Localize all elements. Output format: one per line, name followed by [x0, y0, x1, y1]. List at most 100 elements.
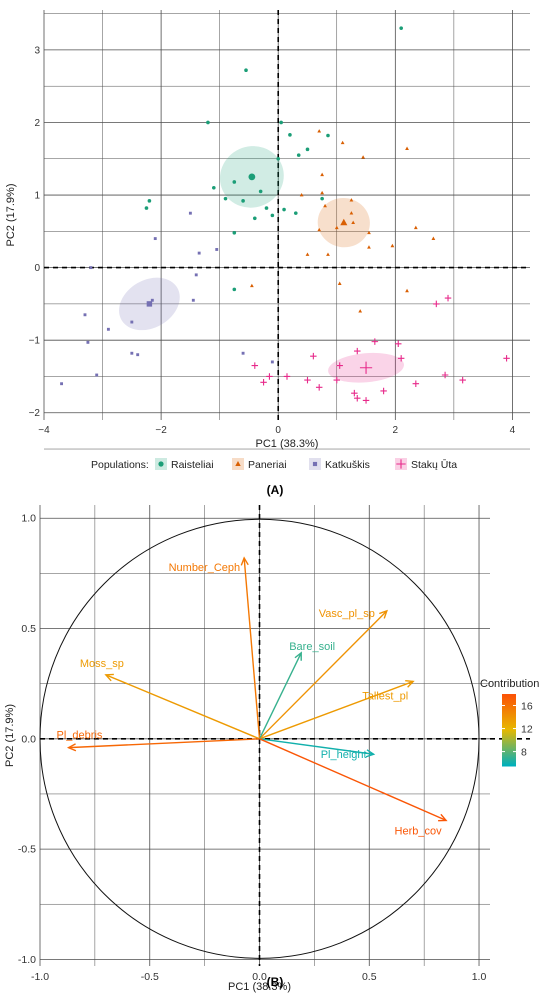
colorbar-segment	[502, 734, 516, 737]
data-point	[232, 287, 237, 292]
colorbar-segment	[502, 718, 516, 721]
data-point	[323, 203, 327, 208]
data-point	[349, 211, 354, 215]
y-tick-label: -1.0	[18, 954, 36, 966]
legend-marker	[396, 459, 406, 469]
data-point	[197, 251, 201, 255]
x-tick-label: 2	[393, 425, 399, 436]
vector-arrowhead	[379, 609, 388, 619]
colorbar-segment	[502, 758, 516, 761]
y-tick-label: 0	[34, 263, 40, 274]
data-point	[232, 180, 237, 184]
colorbar-segment	[502, 714, 516, 717]
data-point	[276, 156, 281, 161]
data-point	[310, 352, 317, 360]
legend-label: Katkuškis	[325, 459, 370, 471]
data-point	[326, 252, 330, 256]
data-point	[293, 211, 298, 215]
vector-label: Number_Ceph	[169, 562, 241, 574]
data-point	[60, 382, 64, 386]
data-point	[241, 199, 245, 203]
data-point	[367, 245, 371, 249]
panel-a-x-axis-label: PC1 (38.3%)	[256, 438, 319, 450]
colorbar-segment	[502, 700, 516, 703]
panel-a-background	[44, 10, 530, 420]
data-point	[212, 185, 216, 190]
colorbar-segment	[502, 730, 516, 733]
data-point	[153, 237, 157, 241]
data-point	[337, 281, 342, 285]
group-centroid	[248, 173, 256, 181]
colorbar-segment	[502, 728, 516, 731]
colorbar-segment	[502, 736, 516, 739]
y-tick-label: −1	[29, 336, 41, 347]
colorbar-segment	[502, 756, 516, 759]
colorbar-segment	[502, 738, 516, 741]
data-point	[405, 288, 409, 293]
data-point	[459, 376, 466, 384]
data-point	[299, 192, 304, 197]
panel-a-zero-lines	[44, 10, 530, 420]
panel-a-y-axis-label: PC2 (17.9%)	[5, 184, 17, 247]
group-centroid	[340, 218, 348, 226]
data-point	[260, 379, 267, 386]
data-point	[244, 68, 248, 73]
data-point	[395, 340, 402, 348]
colorbar-segment	[502, 712, 516, 715]
colorbar-segment	[502, 744, 516, 747]
colorbar-segment	[502, 702, 516, 705]
data-point	[320, 196, 324, 201]
data-point	[282, 207, 286, 212]
y-tick-label: 1	[34, 191, 40, 202]
data-point	[371, 338, 379, 345]
data-point	[362, 397, 370, 404]
panel-b-vectors: Number_Ceph Vasc_pl_sp Bare_soil Moss_sp Tal…	[57, 556, 448, 837]
data-point	[354, 347, 361, 355]
data-point	[130, 351, 134, 355]
contribution-colorbar: Contribution 8 12 16	[480, 678, 539, 767]
data-point	[334, 225, 339, 230]
panel-a-tick-labels: −4 −2 0 2 4 −2 −1 0 1 2 3	[29, 45, 516, 436]
loading-vector	[258, 652, 302, 740]
data-point	[503, 355, 510, 362]
data-point	[349, 198, 354, 202]
data-point	[83, 313, 87, 317]
y-tick-label: −2	[29, 408, 41, 419]
loading-vector	[259, 738, 374, 755]
x-tick-label: 4	[510, 425, 516, 436]
data-point	[358, 309, 363, 313]
panel-a-grid	[43, 10, 530, 450]
data-point	[279, 120, 283, 125]
data-point	[305, 252, 310, 256]
data-point	[320, 190, 325, 195]
colorbar-segment	[502, 708, 516, 711]
data-point	[89, 266, 93, 270]
colorbar-segment	[502, 748, 516, 751]
data-point	[351, 220, 356, 224]
vector-arrowhead	[365, 749, 376, 758]
legend-label: Stakų Ūta	[411, 459, 457, 471]
data-point	[444, 294, 452, 302]
y-tick-label: 3	[34, 45, 40, 56]
colorbar-segment	[502, 754, 516, 757]
data-point	[270, 213, 275, 218]
colorbar-segment	[502, 746, 516, 749]
colorbar-segment	[502, 720, 516, 723]
colorbar-tick-label: 12	[521, 724, 533, 736]
data-point	[390, 243, 395, 248]
colorbar-segment	[502, 760, 516, 763]
data-point	[340, 140, 345, 145]
colorbar-segment	[502, 698, 516, 701]
data-point	[405, 146, 409, 150]
data-point	[147, 199, 152, 203]
vector-label: Pl_height	[321, 749, 367, 761]
x-tick-label: −4	[38, 425, 50, 436]
data-point	[264, 206, 269, 210]
data-point	[412, 380, 420, 387]
data-point	[431, 236, 436, 240]
data-point	[317, 129, 322, 133]
x-tick-label: −2	[155, 425, 167, 436]
data-point	[399, 26, 403, 30]
data-point	[354, 394, 361, 402]
